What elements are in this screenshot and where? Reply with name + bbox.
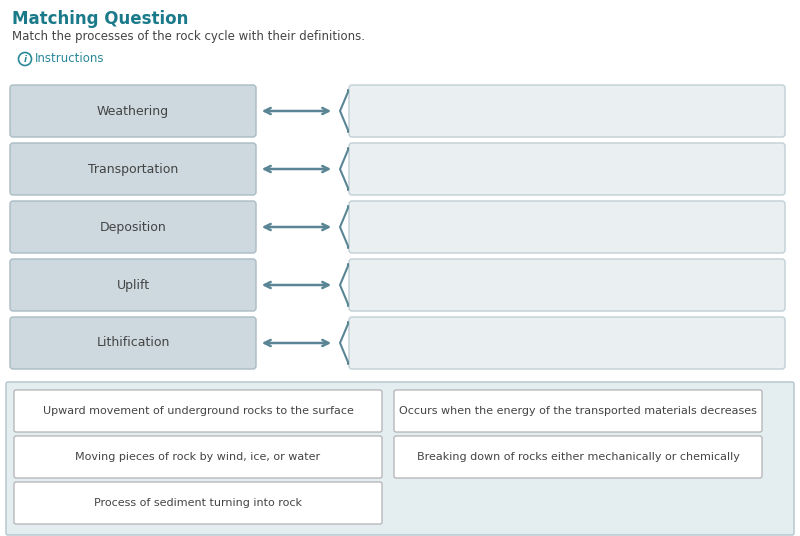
Text: Matching Question: Matching Question bbox=[12, 10, 188, 28]
Text: Lithification: Lithification bbox=[96, 337, 170, 349]
Text: Deposition: Deposition bbox=[100, 220, 166, 234]
Text: Moving pieces of rock by wind, ice, or water: Moving pieces of rock by wind, ice, or w… bbox=[75, 452, 321, 462]
FancyBboxPatch shape bbox=[14, 390, 382, 432]
Text: Upward movement of underground rocks to the surface: Upward movement of underground rocks to … bbox=[42, 406, 354, 416]
FancyBboxPatch shape bbox=[6, 382, 794, 535]
FancyBboxPatch shape bbox=[349, 259, 785, 311]
FancyBboxPatch shape bbox=[394, 390, 762, 432]
FancyBboxPatch shape bbox=[349, 85, 785, 137]
FancyBboxPatch shape bbox=[10, 259, 256, 311]
FancyBboxPatch shape bbox=[10, 201, 256, 253]
Text: Instructions: Instructions bbox=[35, 53, 105, 65]
FancyBboxPatch shape bbox=[14, 482, 382, 524]
FancyBboxPatch shape bbox=[10, 317, 256, 369]
FancyBboxPatch shape bbox=[349, 317, 785, 369]
Text: Match the processes of the rock cycle with their definitions.: Match the processes of the rock cycle wi… bbox=[12, 30, 365, 43]
Text: Uplift: Uplift bbox=[117, 279, 150, 292]
Text: Transportation: Transportation bbox=[88, 162, 178, 175]
Text: i: i bbox=[23, 55, 26, 63]
FancyBboxPatch shape bbox=[10, 143, 256, 195]
FancyBboxPatch shape bbox=[394, 436, 762, 478]
FancyBboxPatch shape bbox=[10, 85, 256, 137]
Text: Process of sediment turning into rock: Process of sediment turning into rock bbox=[94, 498, 302, 508]
FancyBboxPatch shape bbox=[349, 201, 785, 253]
FancyBboxPatch shape bbox=[349, 143, 785, 195]
Text: Occurs when the energy of the transported materials decreases: Occurs when the energy of the transporte… bbox=[399, 406, 757, 416]
FancyBboxPatch shape bbox=[14, 436, 382, 478]
Text: Breaking down of rocks either mechanically or chemically: Breaking down of rocks either mechanical… bbox=[417, 452, 739, 462]
Text: Weathering: Weathering bbox=[97, 105, 169, 117]
